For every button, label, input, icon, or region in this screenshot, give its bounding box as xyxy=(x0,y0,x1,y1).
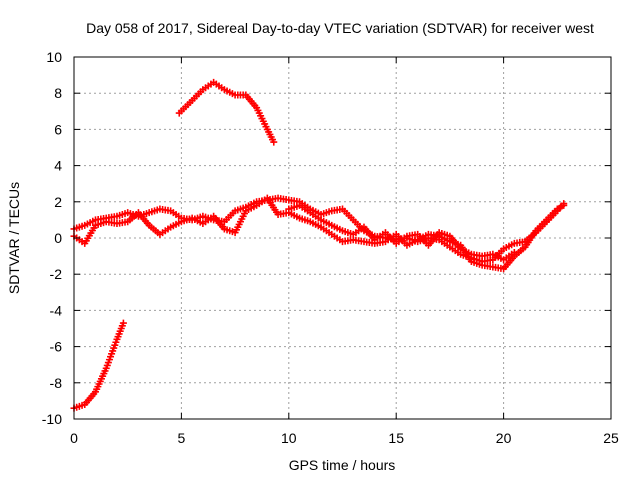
series-track-lower xyxy=(70,319,127,412)
x-tick-label: 15 xyxy=(388,430,404,446)
x-axis-label: GPS time / hours xyxy=(289,457,396,473)
tick-labels: 0 5 10 15 20 25 -10 -8 -6 -4 -2 0 2 4 6 8 10 xyxy=(42,49,619,446)
series-track-main-3 xyxy=(285,201,518,264)
y-tick-label: -8 xyxy=(50,375,63,391)
y-tick-label: -10 xyxy=(42,411,62,427)
data-point xyxy=(270,138,278,146)
y-tick-label: 4 xyxy=(54,158,62,174)
y-tick-label: -4 xyxy=(50,302,63,318)
x-tick-label: 20 xyxy=(496,430,512,446)
x-tick-label: 5 xyxy=(178,430,186,446)
y-tick-label: 8 xyxy=(54,85,62,101)
y-tick-label: 10 xyxy=(46,49,62,65)
chart-title: Day 058 of 2017, Sidereal Day-to-day VTE… xyxy=(86,20,594,36)
data-point xyxy=(510,248,518,256)
x-tick-label: 25 xyxy=(603,430,619,446)
x-tick-label: 10 xyxy=(281,430,297,446)
y-tick-label: 0 xyxy=(54,230,62,246)
data-points xyxy=(70,78,568,412)
ticks xyxy=(73,56,612,420)
y-axis-label: SDTVAR / TECUs xyxy=(6,182,22,294)
data-point xyxy=(560,201,568,209)
y-tick-label: 2 xyxy=(54,194,62,210)
data-point xyxy=(119,319,127,327)
series-track-upper xyxy=(175,78,278,146)
y-tick-label: 6 xyxy=(54,121,62,137)
y-tick-label: -2 xyxy=(50,266,63,282)
y-tick-label: -6 xyxy=(50,339,63,355)
x-tick-label: 0 xyxy=(70,430,78,446)
